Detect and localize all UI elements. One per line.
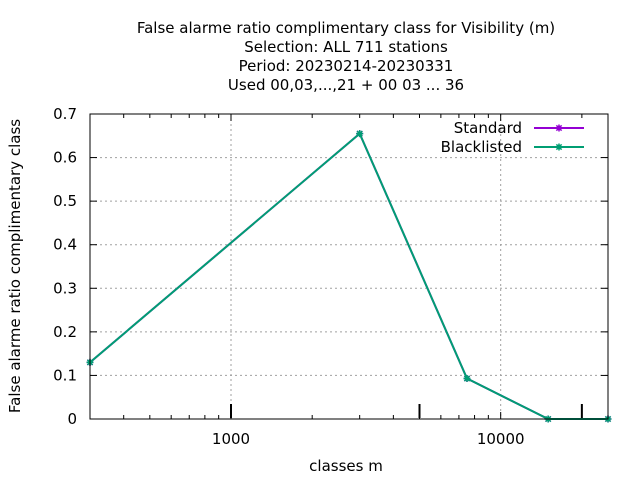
- data-point: [555, 124, 563, 132]
- plot-frame: [89, 113, 609, 420]
- legend-label: Blacklisted: [441, 138, 522, 156]
- legend-item: Blacklisted: [441, 138, 584, 156]
- title-line-1: False alarme ratio complimentary class f…: [137, 19, 555, 37]
- axis-ticks: [89, 113, 608, 420]
- data-point: [463, 374, 471, 382]
- legend-item: Standard: [454, 119, 584, 137]
- y-tick-label: 0.7: [53, 105, 77, 123]
- x-tick-label: 10000: [477, 430, 525, 448]
- plot-series: [86, 130, 612, 423]
- data-point: [555, 143, 563, 151]
- y-tick-label: 0.4: [53, 236, 77, 254]
- x-axis-label: classes m: [309, 457, 383, 475]
- title-line-3: Period: 20230214-20230331: [239, 57, 454, 75]
- y-tick-label: 0: [67, 410, 77, 428]
- y-axis-label: False alarme ratio complimentary class: [6, 119, 24, 413]
- x-tick-label: 1000: [212, 430, 250, 448]
- title-line-2: Selection: ALL 711 stations: [244, 38, 448, 56]
- grid-lines: [90, 113, 608, 420]
- y-tick-label: 0.3: [53, 279, 77, 297]
- tick-labels: 0 0.1 0.2 0.3 0.4 0.5 0.6 0.7 1000 10000: [53, 105, 524, 448]
- series-standard: [86, 130, 612, 423]
- series-line: [89, 131, 608, 420]
- data-point: [356, 130, 364, 138]
- y-tick-label: 0.6: [53, 149, 77, 167]
- chart-title: False alarme ratio complimentary class f…: [137, 19, 555, 94]
- y-tick-label: 0.1: [53, 366, 77, 384]
- series-blacklisted: [86, 130, 612, 423]
- legend-label: Standard: [454, 119, 522, 137]
- y-tick-label: 0.5: [53, 192, 77, 210]
- series-line: [89, 131, 608, 420]
- y-tick-label: 0.2: [53, 323, 77, 341]
- title-line-4: Used 00,03,...,21 + 00 03 ... 36: [228, 76, 464, 94]
